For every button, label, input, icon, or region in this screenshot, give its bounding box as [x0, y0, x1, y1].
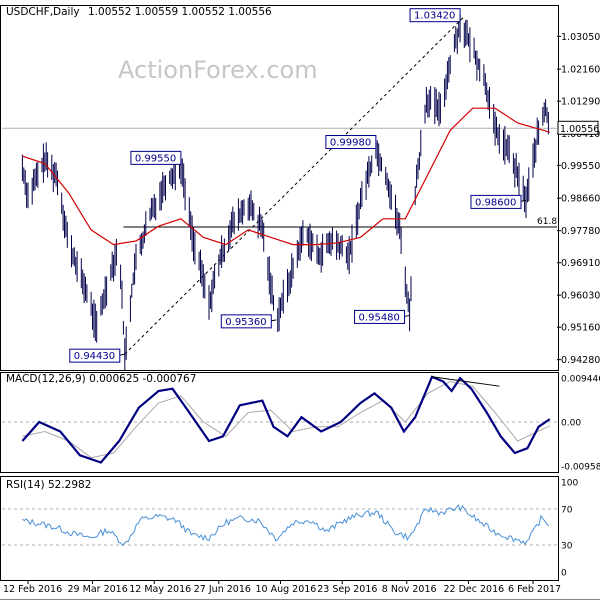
swing-label: 1.03420 — [414, 11, 455, 22]
price-tick-label: 1.02160 — [561, 65, 600, 76]
x-tick-label: 8 Nov 2016 — [382, 584, 437, 595]
macd-tick-label: -0.009588 — [561, 463, 600, 473]
macd-tick-label: 0.00 — [561, 419, 581, 429]
price-tick-label: 0.96910 — [561, 258, 600, 269]
swing-label: 0.99980 — [330, 138, 371, 149]
swing-label-box — [409, 8, 461, 23]
swing-label: 0.95360 — [225, 317, 266, 328]
x-tick-label: 23 Sep 2016 — [317, 584, 377, 595]
price-tick-label: 0.94280 — [561, 355, 600, 366]
rsi-tick-label: 0 — [561, 569, 567, 579]
dashed-trend-line — [124, 16, 465, 355]
macd-trend-line — [431, 376, 500, 387]
swing-label: 0.98600 — [475, 197, 516, 208]
price-bars — [21, 13, 549, 370]
macd-tick-label: 0.009446 — [561, 375, 600, 385]
moving-average-line — [22, 107, 550, 246]
swing-label: 0.95480 — [359, 312, 400, 323]
macd-line — [21, 375, 551, 464]
fib-level-label: 61.8 — [537, 217, 557, 227]
rsi-tick-label: 100 — [561, 479, 578, 489]
swing-label-leader — [271, 319, 277, 322]
swing-label-box — [470, 194, 522, 209]
swing-label-box — [130, 150, 182, 165]
price-tick-label: 1.01290 — [561, 97, 600, 108]
chart-header: USDCHF,Daily — [6, 6, 80, 18]
price-tick-label: 0.99550 — [561, 161, 600, 172]
swing-label-box — [220, 314, 272, 329]
swing-label-box — [69, 348, 121, 363]
current-price-tag — [557, 120, 599, 135]
x-tick-label: 27 Jun 2016 — [194, 584, 251, 595]
rsi-line — [22, 503, 550, 547]
swing-label-box — [325, 135, 377, 150]
x-tick-label: 10 Aug 2016 — [256, 584, 317, 595]
swing-label: 0.99550 — [135, 153, 176, 164]
x-tick-label: 12 May 2016 — [129, 584, 191, 595]
chart-ohlc: 1.00552 1.00559 1.00552 1.00556 — [88, 6, 272, 18]
price-tick-label: 0.98660 — [561, 194, 600, 205]
x-tick-label: 22 Dec 2016 — [443, 584, 504, 595]
swing-label-leader — [119, 353, 125, 356]
price-tick-label: 0.95160 — [561, 323, 600, 334]
price-tick-label: 0.97780 — [561, 226, 600, 237]
current-price-label: 1.00556 — [560, 124, 599, 135]
watermark: ActionForex.com — [118, 56, 318, 84]
rsi-panel-frame — [0, 476, 559, 581]
price-tick-label: 1.03050 — [561, 32, 600, 43]
price-tick-label: 0.96030 — [561, 291, 600, 302]
swing-label-box — [354, 309, 406, 324]
x-tick-label: 29 Mar 2016 — [68, 584, 128, 595]
swing-label: 0.94430 — [74, 351, 115, 362]
swing-label-leader — [520, 199, 527, 202]
x-tick-label: 12 Feb 2016 — [3, 584, 62, 595]
rsi-tick-label: 30 — [561, 542, 573, 552]
x-tick-label: 6 Feb 2017 — [508, 584, 561, 595]
macd-signal-line — [22, 380, 551, 459]
swing-label-leader — [404, 314, 410, 317]
macd-title: MACD(12,26,9) 0.000625 -0.000767 — [6, 373, 196, 385]
rsi-tick-label: 70 — [561, 506, 573, 516]
rsi-title: RSI(14) 52.2982 — [6, 479, 91, 491]
